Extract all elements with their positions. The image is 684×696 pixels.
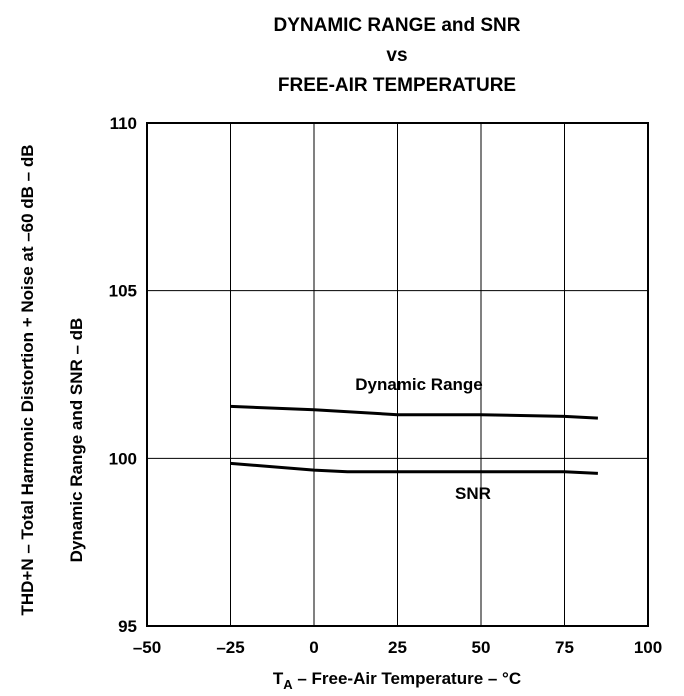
series-line-snr <box>230 461 598 475</box>
y-tick-label: 95 <box>118 617 137 636</box>
title-line-1: DYNAMIC RANGE and SNR <box>273 15 520 36</box>
plot-frame <box>146 122 649 627</box>
y-tick-labels: 95 100 105 110 <box>109 114 137 636</box>
x-tick-label: 50 <box>472 638 491 657</box>
series-line-dynamic-range <box>230 404 598 420</box>
series-lines <box>230 404 598 475</box>
x-tick-label: 75 <box>555 638 574 657</box>
x-tick-label: –25 <box>216 638 244 657</box>
x-axis-label-text: – Free-Air Temperature – °C <box>293 669 522 688</box>
x-axis-label-symbol: T <box>273 669 284 688</box>
series-label-snr: SNR <box>455 484 491 503</box>
y-axis-outer-label: THD+N – Total Harmonic Distortion + Nois… <box>18 144 37 615</box>
title-line-3: FREE-AIR TEMPERATURE <box>278 75 516 96</box>
y-axis-label: Dynamic Range and SNR – dB <box>67 318 86 563</box>
x-tick-label: 100 <box>634 638 662 657</box>
x-tick-label: 0 <box>309 638 318 657</box>
chart-title: DYNAMIC RANGE and SNR vs FREE-AIR TEMPER… <box>273 15 520 96</box>
x-tick-label: 25 <box>388 638 407 657</box>
x-axis-label: TA – Free-Air Temperature – °C <box>273 669 521 692</box>
y-tick-label: 105 <box>109 282 137 301</box>
y-tick-label: 110 <box>110 114 137 133</box>
x-tick-label: –50 <box>133 638 161 657</box>
series-label-dynamic-range: Dynamic Range <box>355 375 483 394</box>
grid <box>147 123 648 626</box>
x-tick-labels: –50 –25 0 25 50 75 100 <box>133 638 662 657</box>
title-line-2: vs <box>386 45 407 66</box>
y-tick-label: 100 <box>109 449 137 468</box>
x-axis-label-subscript: A <box>283 677 293 692</box>
